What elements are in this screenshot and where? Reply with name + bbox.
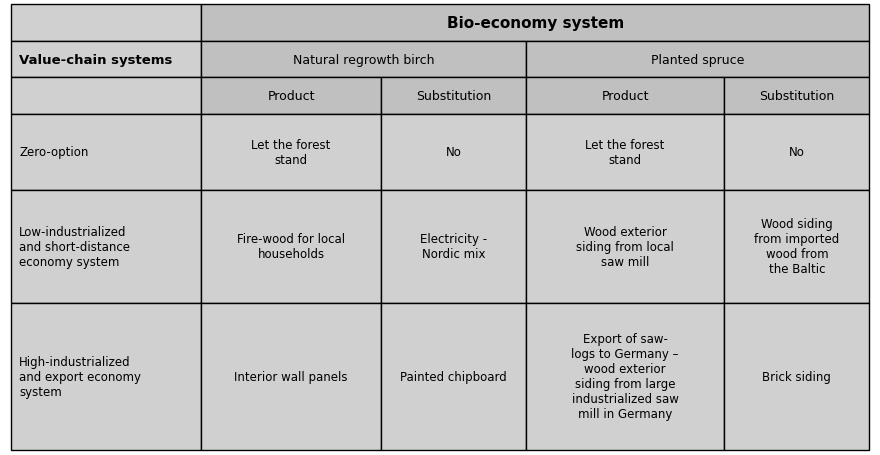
Bar	[526, 42, 869, 78]
Text: Zero-option: Zero-option	[19, 146, 89, 159]
Text: Value-chain systems: Value-chain systems	[19, 54, 172, 66]
Bar	[724, 78, 869, 115]
Text: Brick siding: Brick siding	[762, 370, 832, 383]
Bar	[381, 115, 526, 190]
Bar	[202, 78, 381, 115]
Text: No: No	[789, 146, 805, 159]
Bar	[202, 5, 869, 42]
Text: Wood exterior
siding from local
saw mill: Wood exterior siding from local saw mill	[576, 225, 674, 268]
Bar	[11, 5, 202, 42]
Bar	[11, 42, 202, 78]
Text: Substitution: Substitution	[415, 90, 491, 103]
Text: Product: Product	[268, 90, 315, 103]
Text: Let the forest
stand: Let the forest stand	[585, 138, 664, 167]
Bar	[381, 190, 526, 303]
Bar	[381, 78, 526, 115]
Text: Product: Product	[601, 90, 649, 103]
Text: Electricity -
Nordic mix: Electricity - Nordic mix	[420, 233, 487, 261]
Text: High-industrialized
and export economy
system: High-industrialized and export economy s…	[19, 355, 142, 398]
Bar	[202, 115, 381, 190]
Text: Interior wall panels: Interior wall panels	[234, 370, 348, 383]
Text: Let the forest
stand: Let the forest stand	[252, 138, 331, 167]
Text: No: No	[445, 146, 461, 159]
Text: Low-industrialized
and short-distance
economy system: Low-industrialized and short-distance ec…	[19, 225, 130, 268]
Bar	[202, 190, 381, 303]
Bar	[11, 190, 202, 303]
Text: Fire-wood for local
households: Fire-wood for local households	[237, 233, 345, 261]
Text: Wood siding
from imported
wood from
the Baltic: Wood siding from imported wood from the …	[754, 218, 840, 276]
Bar	[11, 115, 202, 190]
Text: Natural regrowth birch: Natural regrowth birch	[293, 54, 435, 66]
Bar	[11, 303, 202, 450]
Text: Planted spruce: Planted spruce	[651, 54, 744, 66]
Bar	[526, 115, 724, 190]
Text: Substitution: Substitution	[759, 90, 834, 103]
Bar	[526, 190, 724, 303]
Bar	[202, 42, 526, 78]
Text: Export of saw-
logs to Germany –
wood exterior
siding from large
industrialized : Export of saw- logs to Germany – wood ex…	[571, 333, 678, 420]
Bar	[381, 303, 526, 450]
Bar	[724, 303, 869, 450]
Bar	[202, 303, 381, 450]
Bar	[724, 115, 869, 190]
Bar	[11, 78, 202, 115]
Bar	[724, 190, 869, 303]
Text: Painted chipboard: Painted chipboard	[400, 370, 507, 383]
Bar	[526, 78, 724, 115]
Text: Bio-economy system: Bio-economy system	[447, 16, 624, 31]
Bar	[526, 303, 724, 450]
